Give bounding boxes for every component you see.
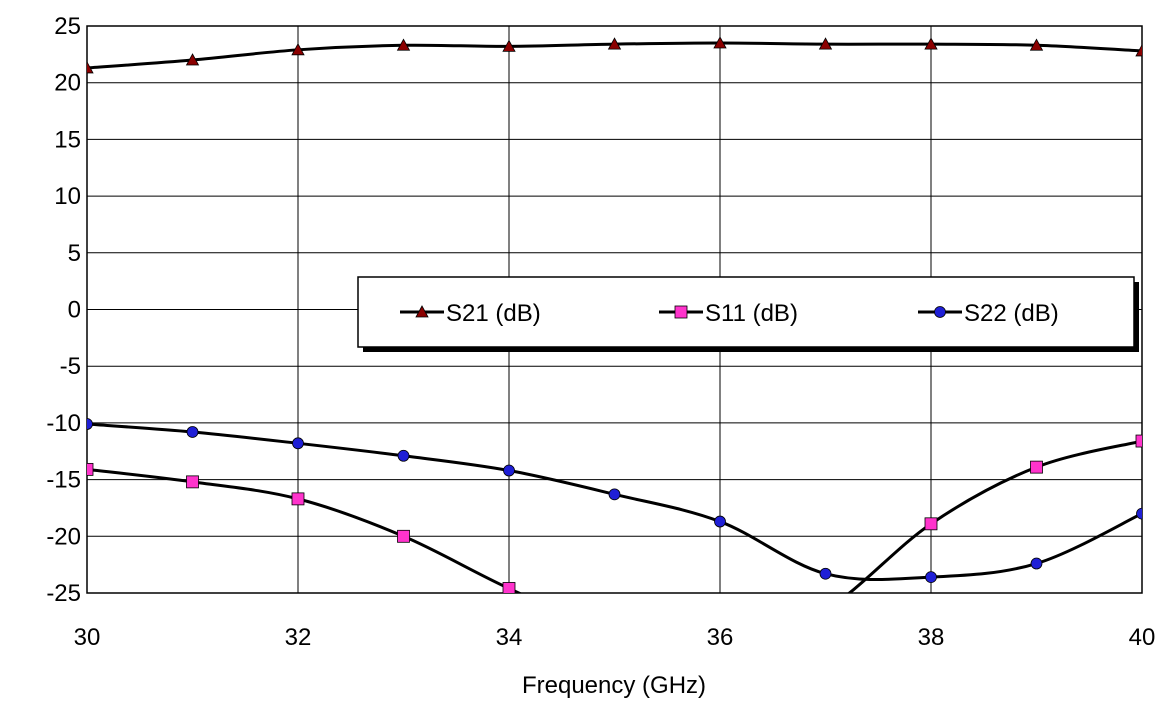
series-s22-db [87, 418, 1142, 584]
data-point-s21-db-39 [1029, 38, 1044, 51]
y-tick-label-6: -5 [60, 353, 81, 380]
series-layer [87, 36, 1142, 639]
data-point-s11-db-32 [291, 492, 305, 506]
data-point-s21-db-33 [396, 38, 411, 51]
x-tick-label-1: 32 [285, 624, 312, 651]
data-point-s21-db-31 [185, 53, 200, 66]
data-point-s11-db-37 [820, 604, 832, 616]
series-line-s11-db [87, 439, 1142, 593]
y-tick-label-7: -10 [46, 410, 81, 437]
data-point-s21-db-35 [607, 37, 622, 50]
series-s11-db [87, 434, 1142, 639]
y-tick-label-8: -15 [46, 467, 81, 494]
data-point-s22-db-39 [1030, 557, 1043, 570]
x-tick-label-3: 36 [707, 624, 734, 651]
y-tick-label-3: 10 [54, 183, 81, 210]
y-tick-label-9: -20 [46, 523, 81, 550]
data-point-s11-db-34 [502, 582, 516, 593]
y-tick-label-2: 15 [54, 126, 81, 153]
y-tick-labels: 25 20 15 10 5 0 -5 -10 -15 -20 -25 [46, 13, 81, 607]
data-point-s22-db-33 [397, 449, 410, 462]
legend-marker-s21-db [415, 305, 429, 318]
data-point-s21-db-37 [818, 37, 833, 50]
x-tick-label-4: 38 [918, 624, 945, 651]
data-point-s22-db-40 [1136, 507, 1142, 520]
data-point-s21-db-30 [87, 61, 94, 74]
legend-box [357, 276, 1135, 348]
grid-lines [86, 25, 1143, 594]
y-tick-label-10: -25 [46, 580, 81, 607]
y-tick-label-1: 20 [54, 70, 81, 97]
data-point-s21-db-40 [1135, 44, 1142, 57]
plot-border [86, 25, 1143, 594]
data-point-s11-db-40 [1135, 434, 1142, 448]
legend-item-s22-db: S22 (dB) [918, 300, 1059, 327]
legend-label-s22-db: S22 (dB) [964, 300, 1059, 327]
data-point-s22-db-36 [714, 515, 726, 528]
legend-label-s11-db: S11 (dB) [705, 300, 798, 327]
x-tick-label-0: 30 [74, 624, 101, 651]
data-point-s22-db-32 [292, 437, 304, 450]
data-point-s11-db-38 [924, 517, 938, 531]
legend-item-s21-db: S21 (dB) [400, 300, 541, 327]
legend-marker-s11-db [674, 305, 688, 319]
data-point-s22-db-35 [608, 488, 621, 501]
series-s21-db [87, 36, 1142, 74]
y-tick-label-0: 25 [54, 13, 81, 40]
data-point-s11-db-35 [609, 627, 621, 639]
data-point-s22-db-37 [819, 567, 832, 580]
legend: S21 (dB) S11 (dB) S22 (dB) [357, 276, 1139, 352]
x-tick-label-2: 34 [496, 624, 523, 651]
data-point-s21-db-38 [924, 37, 938, 50]
data-point-s22-db-31 [186, 426, 199, 438]
x-tick-labels: 30 32 34 36 38 40 [74, 624, 1156, 651]
data-point-s11-db-31 [186, 475, 199, 489]
x-tick-label-5: 40 [1129, 624, 1156, 651]
data-point-s11-db-33 [397, 529, 410, 543]
data-point-s22-db-30 [87, 418, 93, 430]
data-point-s22-db-34 [503, 464, 515, 477]
x-axis-title: Frequency (GHz) [522, 672, 706, 699]
data-point-s22-db-38 [925, 571, 937, 584]
data-point-s21-db-36 [713, 36, 727, 49]
data-point-s11-db-30 [87, 462, 94, 476]
y-tick-label-4: 5 [68, 240, 81, 267]
data-point-s21-db-34 [502, 39, 516, 52]
legend-marker-s22-db [934, 306, 946, 318]
data-point-s21-db-32 [291, 42, 305, 56]
y-tick-label-5: 0 [68, 297, 81, 324]
legend-item-s11-db: S11 (dB) [659, 300, 798, 327]
legend-label-s21-db: S21 (dB) [446, 300, 541, 327]
data-point-s11-db-39 [1030, 460, 1043, 474]
